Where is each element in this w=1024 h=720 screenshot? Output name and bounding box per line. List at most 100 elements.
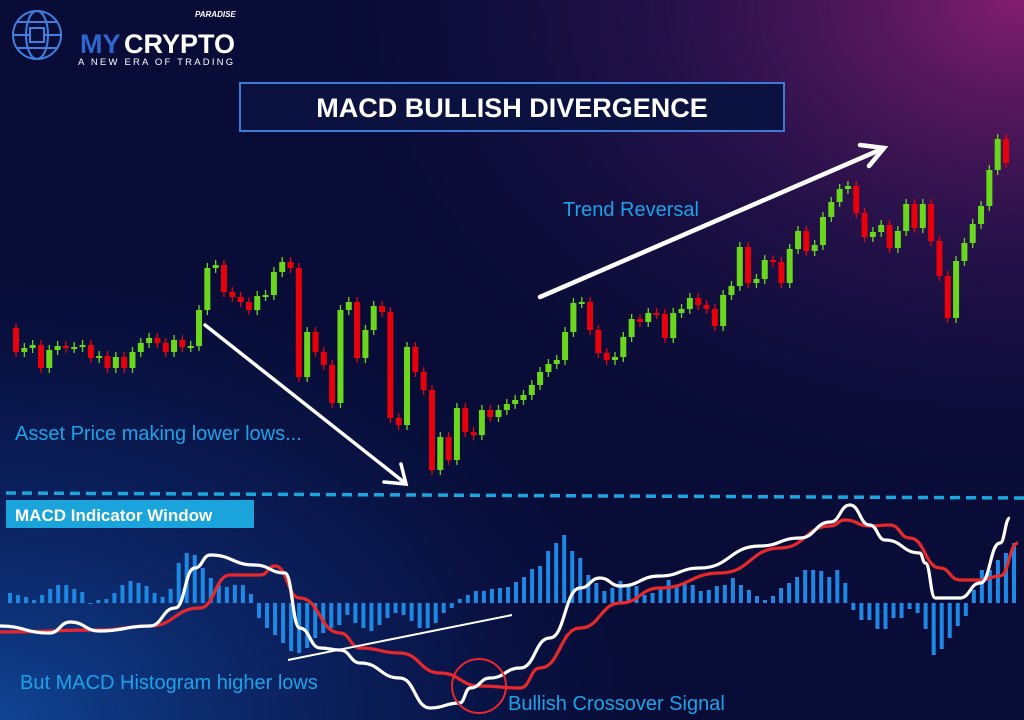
histogram-bar	[224, 587, 229, 603]
candle-body	[503, 404, 510, 410]
candle-body	[395, 418, 402, 425]
candle	[171, 335, 178, 357]
histogram-bar	[634, 586, 639, 603]
candle-body	[861, 213, 868, 237]
histogram-bar	[746, 590, 751, 603]
candle	[570, 298, 577, 337]
candle	[653, 308, 660, 319]
candle-body	[986, 170, 993, 206]
candle	[329, 360, 336, 408]
histogram-bar	[345, 603, 350, 615]
candle	[404, 342, 411, 430]
candle-body	[204, 268, 211, 310]
histogram-bar	[1012, 543, 1016, 603]
candle-body	[345, 302, 352, 310]
candle-body	[254, 296, 261, 310]
candle	[420, 367, 427, 395]
macd-lines	[0, 503, 1019, 710]
candle-body	[928, 204, 935, 241]
candle-body	[969, 224, 976, 243]
candle-body	[121, 357, 128, 368]
candle-body	[603, 353, 610, 360]
histogram-bar	[401, 603, 406, 615]
histogram-bar	[618, 581, 623, 603]
candle	[287, 257, 294, 273]
candle-body	[678, 309, 685, 313]
histogram-bar	[754, 596, 759, 603]
histogram-bar	[192, 555, 197, 603]
candle	[445, 432, 452, 465]
candle	[370, 301, 377, 335]
candle	[295, 263, 302, 382]
histogram-bar	[891, 603, 896, 618]
candle	[670, 308, 677, 343]
histogram-bar	[522, 577, 527, 603]
candle	[969, 219, 976, 248]
histogram-bar	[642, 595, 647, 603]
histogram-bar	[112, 593, 117, 603]
downtrend-arrow	[203, 323, 409, 486]
histogram-bar	[586, 575, 591, 603]
candle-body	[720, 295, 727, 326]
histogram-bar	[393, 603, 398, 613]
candle-body	[653, 313, 660, 315]
candle-body	[495, 410, 502, 417]
histogram-bar	[369, 603, 374, 631]
histogram-bar	[24, 597, 29, 603]
candle	[487, 405, 494, 422]
candle	[412, 342, 419, 377]
histogram-bar	[353, 603, 358, 623]
candle	[869, 227, 876, 242]
candle-body	[437, 437, 444, 470]
candle	[362, 325, 369, 363]
candle	[495, 405, 502, 422]
histogram-bar	[771, 596, 776, 603]
candle-body	[595, 330, 602, 353]
candle	[87, 340, 94, 363]
candle-body	[320, 352, 327, 365]
candle-body	[553, 360, 560, 364]
candle-body	[129, 352, 136, 368]
globe-chip-icon	[12, 10, 62, 60]
candle-body	[470, 432, 477, 435]
lower-lows-label: Asset Price making lower lows...	[15, 423, 302, 445]
candle	[695, 293, 702, 310]
candle-body	[994, 139, 1001, 170]
candle	[844, 181, 851, 194]
candle-body	[944, 276, 951, 318]
histogram-bar	[915, 603, 920, 613]
candle-body	[703, 305, 710, 309]
histogram-bar	[361, 603, 366, 628]
candle	[503, 399, 510, 415]
candle	[129, 347, 136, 373]
candle	[944, 271, 951, 323]
histogram-bar	[281, 603, 286, 643]
histogram-bar	[763, 600, 768, 603]
candle	[678, 304, 685, 318]
histogram-bar	[168, 589, 173, 603]
candle	[736, 242, 743, 291]
histogram-bar	[8, 593, 12, 603]
histogram-bar	[465, 595, 470, 603]
logo-paradise: PARADISE	[195, 10, 236, 19]
candle-body	[578, 302, 585, 304]
candle	[886, 220, 893, 253]
candle	[395, 413, 402, 430]
candle-body	[229, 292, 236, 297]
histogram-bar	[289, 603, 294, 651]
macd-histogram	[8, 535, 1016, 655]
candle-body	[778, 262, 785, 283]
candle	[986, 165, 993, 211]
histogram-bar	[626, 585, 631, 603]
candle-body	[587, 302, 594, 330]
candle	[470, 427, 477, 440]
histogram-bar	[787, 583, 792, 603]
candle	[703, 300, 710, 314]
candle-body	[54, 346, 61, 350]
histogram-bar	[594, 583, 599, 603]
candle	[345, 297, 352, 315]
candle	[728, 281, 735, 300]
candle-body	[645, 313, 652, 322]
histogram-bar	[570, 551, 575, 603]
histogram-bar	[995, 560, 1000, 603]
